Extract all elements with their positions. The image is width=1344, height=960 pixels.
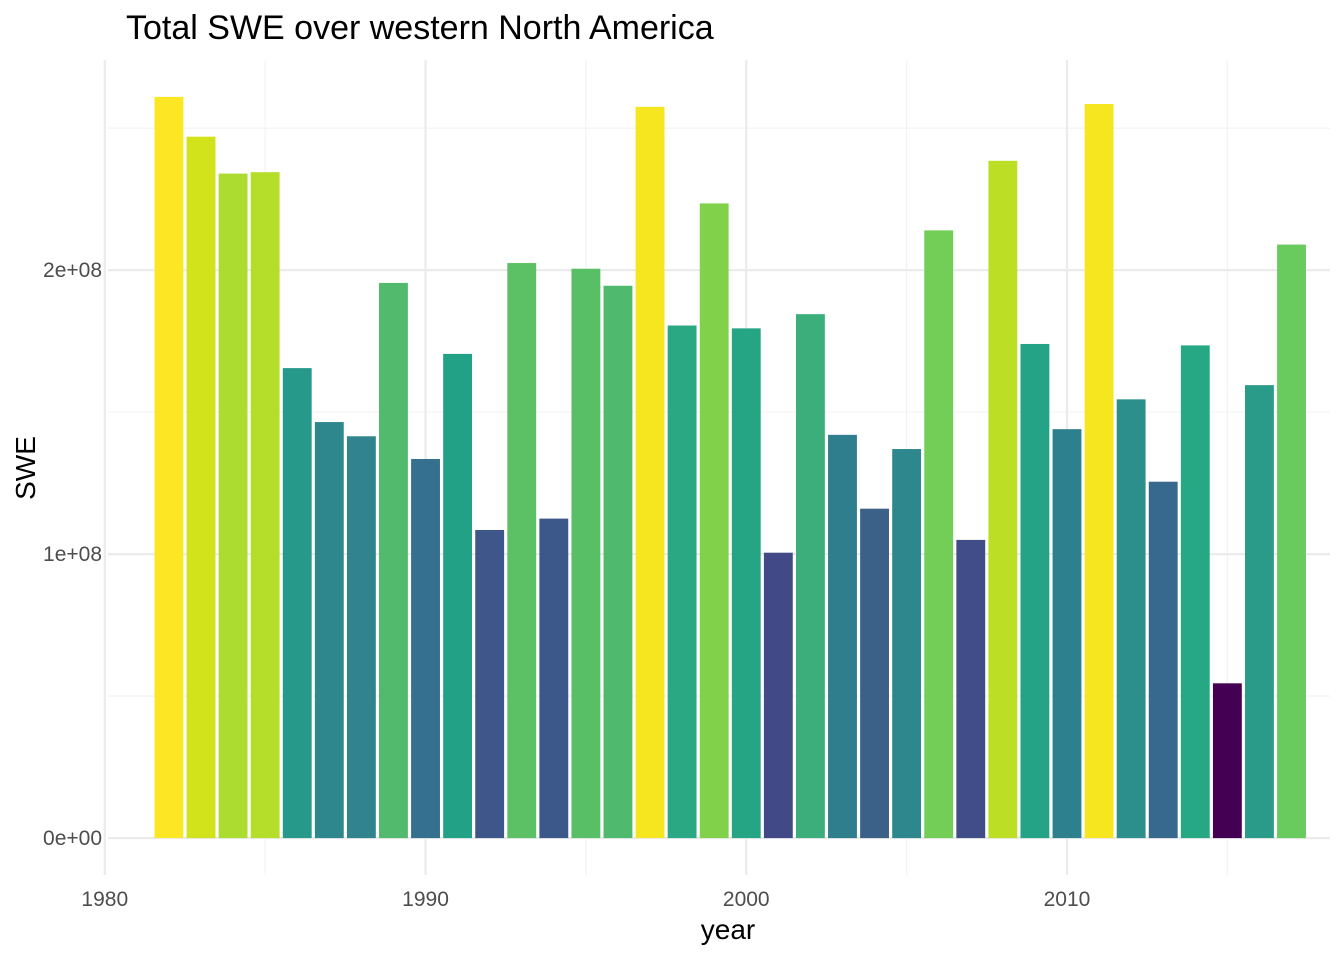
bar-2008 bbox=[988, 160, 1018, 839]
bar-2002 bbox=[795, 314, 825, 839]
bar-1996 bbox=[603, 285, 633, 839]
bar-1992 bbox=[475, 529, 505, 839]
bar-1998 bbox=[667, 325, 697, 839]
bar-2000 bbox=[731, 328, 761, 839]
bar-2013 bbox=[1148, 481, 1178, 839]
y-tick-label: 1e+08 bbox=[43, 543, 102, 566]
bar-2001 bbox=[763, 552, 793, 839]
bar-2012 bbox=[1116, 399, 1146, 839]
bar-2004 bbox=[860, 508, 889, 839]
bar-1984 bbox=[218, 173, 248, 839]
y-tick-label: 2e+08 bbox=[43, 259, 102, 282]
bar-1983 bbox=[186, 136, 216, 839]
bar-1989 bbox=[379, 282, 408, 839]
bar-2014 bbox=[1180, 345, 1210, 839]
bar-1990 bbox=[411, 458, 440, 839]
bar-1993 bbox=[507, 263, 537, 839]
bar-2017 bbox=[1277, 244, 1306, 839]
x-tick-label: 2010 bbox=[1044, 888, 1091, 911]
bar-1985 bbox=[250, 172, 280, 839]
x-axis-ticks: 1980 1990 2000 2010 bbox=[81, 888, 1090, 911]
x-tick-label: 2000 bbox=[723, 888, 770, 911]
bar-1982 bbox=[154, 96, 184, 839]
bar-2016 bbox=[1245, 385, 1274, 839]
bar-1987 bbox=[314, 422, 344, 839]
bar-1999 bbox=[699, 203, 729, 839]
bar-2003 bbox=[828, 434, 857, 839]
bar-1995 bbox=[571, 268, 601, 839]
chart-title: Total SWE over western North America bbox=[126, 9, 714, 47]
bar-2005 bbox=[892, 449, 922, 839]
bar-1986 bbox=[282, 368, 312, 839]
x-tick-label: 1980 bbox=[81, 888, 128, 911]
y-axis-ticks: 0e+00 1e+08 2e+08 bbox=[43, 259, 102, 850]
bar-2011 bbox=[1084, 104, 1114, 839]
bar-2007 bbox=[956, 539, 986, 839]
bar-1997 bbox=[635, 106, 665, 839]
bar-1988 bbox=[346, 436, 376, 839]
x-axis-title: year bbox=[701, 914, 755, 945]
bar-2015 bbox=[1212, 683, 1242, 839]
x-tick-label: 1990 bbox=[402, 888, 449, 911]
bars bbox=[154, 96, 1306, 839]
y-tick-label: 0e+00 bbox=[43, 827, 102, 850]
bar-2006 bbox=[924, 230, 954, 839]
bar-2010 bbox=[1052, 429, 1082, 839]
bar-1994 bbox=[539, 518, 569, 839]
bar-1991 bbox=[443, 353, 473, 839]
bar-2009 bbox=[1020, 343, 1050, 839]
y-axis-title: SWE bbox=[10, 436, 41, 500]
